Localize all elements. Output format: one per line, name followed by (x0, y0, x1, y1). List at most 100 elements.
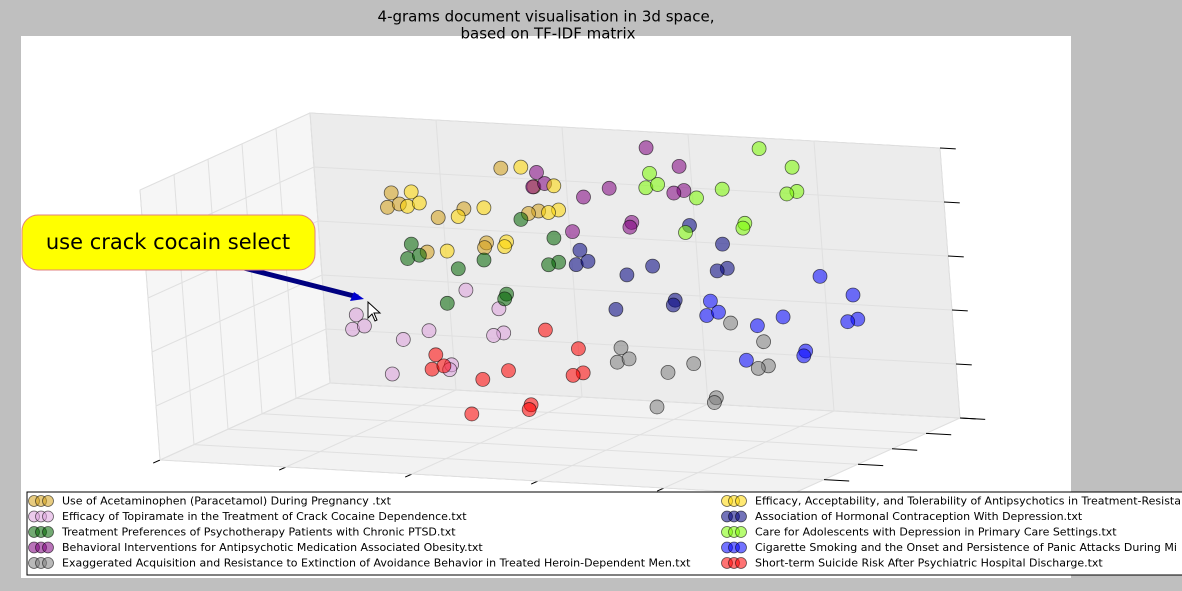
point (671, 158, 687, 174)
legend-label: Behavioral Interventions for Antipsychot… (62, 541, 483, 554)
legend-label: Use of Acetaminophen (Paracetamol) Durin… (62, 495, 392, 508)
point (395, 332, 411, 347)
grid-line (261, 413, 893, 450)
point (546, 230, 562, 246)
point (458, 282, 474, 298)
point (541, 205, 556, 220)
point (538, 322, 553, 338)
grid-line (317, 220, 949, 257)
point (796, 348, 812, 364)
point (356, 318, 372, 334)
point (707, 395, 722, 410)
z-tick (951, 309, 968, 312)
point (493, 160, 509, 176)
point (436, 358, 452, 374)
point (411, 247, 427, 263)
legend-marker (735, 526, 747, 538)
point (497, 291, 513, 307)
point (475, 371, 491, 387)
legend-marker (42, 541, 54, 554)
grid-line (241, 143, 263, 414)
point (450, 209, 466, 224)
legend-marker (42, 510, 54, 523)
point (689, 190, 704, 206)
point (812, 268, 828, 284)
grid-line (687, 133, 709, 405)
point (650, 177, 665, 192)
legend-label: Treatment Preferences of Psychotherapy P… (61, 526, 456, 539)
point (665, 297, 681, 313)
grid-line (159, 459, 791, 496)
x-tick (530, 480, 539, 485)
point (845, 287, 861, 303)
point (497, 239, 513, 255)
point (756, 334, 771, 350)
point (348, 307, 364, 323)
point (580, 253, 596, 269)
point (403, 236, 419, 252)
z-tick (959, 417, 976, 420)
legend-label: Efficacy, Acceptability, and Tolerabilit… (755, 495, 1182, 508)
point (477, 240, 493, 256)
point (751, 141, 767, 157)
point (619, 267, 635, 283)
point (513, 159, 529, 175)
annotation-arrow (239, 264, 359, 300)
legend-marker (735, 495, 747, 507)
point (660, 364, 676, 380)
y-tick (857, 463, 884, 467)
x-tick (152, 459, 161, 464)
chart-title: 4-grams document visualisation in 3d spa… (378, 8, 715, 26)
grid-line (151, 274, 323, 353)
grid-line (313, 166, 945, 203)
y-tick (891, 448, 918, 451)
z-tick (943, 201, 960, 204)
point (403, 184, 419, 200)
grid-line (663, 410, 835, 489)
grid-line (411, 396, 583, 475)
point (384, 366, 400, 382)
point (666, 185, 682, 201)
point (565, 224, 580, 239)
point (613, 340, 629, 356)
grid-line (207, 159, 229, 430)
y-tick (925, 432, 952, 436)
point (840, 314, 856, 330)
legend-marker (735, 557, 747, 569)
point (421, 323, 437, 339)
legend-label: Short-term Suicide Risk After Psychiatri… (755, 557, 1103, 570)
point (411, 195, 427, 211)
point (750, 360, 766, 376)
grid-line (309, 112, 331, 384)
chart-subtitle: based on TF-IDF matrix (461, 25, 636, 43)
annotation: use crack cocain select (21, 214, 382, 322)
point (608, 301, 624, 317)
grid-line (155, 328, 327, 407)
grid-line (295, 397, 927, 434)
point (678, 225, 693, 240)
grid-line (329, 382, 961, 419)
point (464, 406, 480, 422)
legend-marker (42, 526, 54, 538)
grid-line (285, 389, 457, 468)
grid-line (537, 403, 709, 482)
legend-label: Care for Adolescents with Depression in … (755, 526, 1117, 539)
point (546, 178, 562, 194)
point (521, 402, 537, 417)
point (750, 318, 765, 334)
point (715, 236, 730, 252)
point (439, 243, 455, 259)
legend-label: Efficacy of Topiramate in the Treatment … (62, 510, 467, 523)
grid-line (139, 112, 311, 191)
legend-marker (735, 510, 747, 523)
z-tick (947, 255, 964, 258)
legend-marker (735, 541, 747, 554)
point (645, 258, 660, 274)
grid-line (321, 274, 953, 311)
point (501, 363, 516, 379)
point (723, 315, 738, 331)
point (638, 140, 654, 156)
legend-label: Exaggerated Acquisition and Resistance t… (62, 557, 691, 570)
point (784, 159, 800, 175)
